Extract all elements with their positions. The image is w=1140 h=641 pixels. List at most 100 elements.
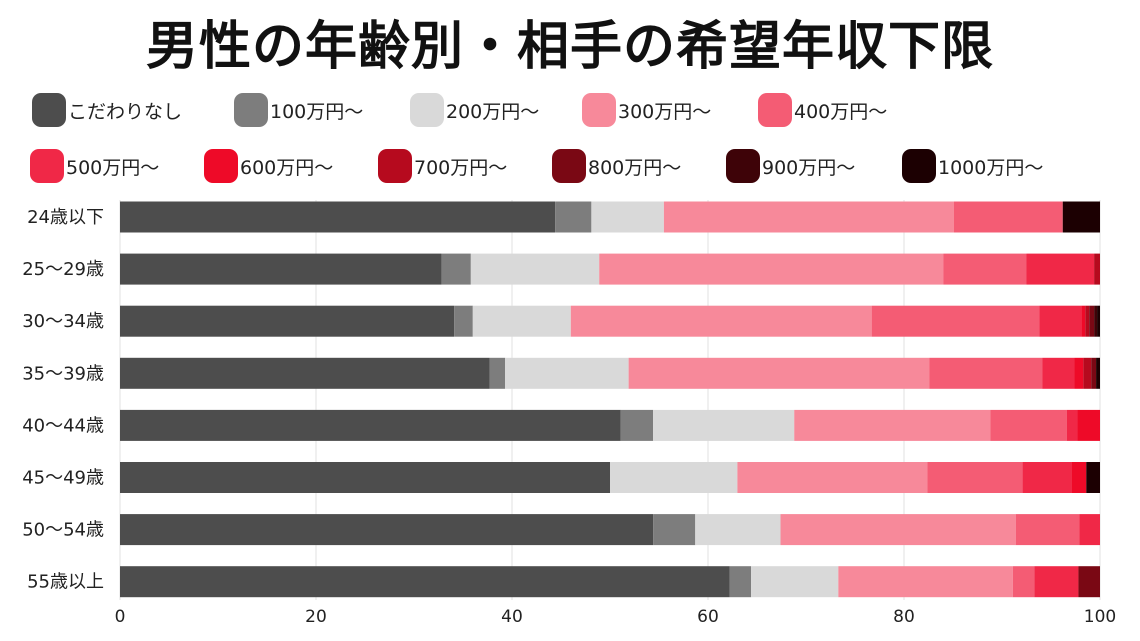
legend-label: 400万円〜 bbox=[794, 100, 888, 123]
bar-segment bbox=[871, 305, 1040, 337]
bar-segment bbox=[838, 566, 1013, 598]
legend-swatch bbox=[30, 149, 64, 183]
bar-segment bbox=[1079, 514, 1100, 546]
legend-label: 800万円〜 bbox=[588, 156, 682, 179]
category-label: 40〜44歳 bbox=[22, 415, 104, 436]
bar-segment bbox=[441, 253, 471, 285]
bar-segment bbox=[1086, 462, 1100, 493]
x-tick-label: 60 bbox=[697, 607, 719, 627]
bar-segment bbox=[454, 305, 473, 337]
bar-segment bbox=[120, 201, 556, 233]
category-label: 24歳以下 bbox=[27, 207, 104, 228]
legend-swatch bbox=[902, 149, 936, 183]
x-tick-label: 80 bbox=[893, 607, 915, 627]
legend-label: 100万円〜 bbox=[270, 100, 364, 123]
bar-segment bbox=[1015, 514, 1080, 546]
bar-segment bbox=[1094, 253, 1100, 285]
bar-segment bbox=[1094, 305, 1098, 337]
bar-segment bbox=[1071, 462, 1087, 493]
bar-segment bbox=[120, 514, 654, 546]
bar-segment bbox=[120, 253, 442, 285]
legend-item: 100万円〜 bbox=[234, 92, 363, 128]
bar-segment bbox=[1026, 253, 1095, 285]
legend-swatch bbox=[410, 93, 444, 127]
bar-segment bbox=[653, 514, 696, 546]
bar-segment bbox=[120, 409, 621, 441]
bar-segment bbox=[489, 357, 506, 389]
legend-item: 700万円〜 bbox=[378, 148, 507, 184]
x-tick-label: 0 bbox=[115, 607, 126, 627]
bar-segment bbox=[1081, 305, 1086, 337]
legend-swatch bbox=[378, 149, 412, 183]
category-label: 35〜39歳 bbox=[22, 363, 104, 384]
legend-swatch bbox=[204, 149, 238, 183]
x-tick-label: 100 bbox=[1084, 607, 1116, 627]
bar-segment bbox=[1085, 305, 1090, 337]
x-tick-label: 20 bbox=[305, 607, 327, 627]
legend-swatch bbox=[726, 149, 760, 183]
legend-swatch bbox=[32, 93, 66, 127]
bar-segment bbox=[1022, 462, 1072, 493]
bar-segment bbox=[929, 357, 1043, 389]
legend-item: 1000万円〜 bbox=[902, 148, 1043, 184]
bar-segment bbox=[990, 409, 1067, 441]
bar-segment bbox=[470, 253, 600, 285]
bar-segment bbox=[1062, 201, 1100, 233]
bar-segment bbox=[610, 462, 738, 493]
legend-item: 500万円〜 bbox=[30, 148, 159, 184]
bar-segment bbox=[1078, 566, 1100, 598]
bar-segment bbox=[1083, 357, 1092, 389]
bar-segment bbox=[751, 566, 839, 598]
legend-item: 400万円〜 bbox=[758, 92, 887, 128]
bar-segment bbox=[1034, 566, 1079, 598]
bar-segment bbox=[794, 409, 991, 441]
legend-label: 900万円〜 bbox=[762, 156, 856, 179]
bar-segment bbox=[120, 357, 490, 389]
category-label: 55歳以上 bbox=[27, 572, 104, 593]
bar-segment bbox=[1066, 409, 1078, 441]
category-label: 50〜54歳 bbox=[22, 520, 104, 541]
legend-item: こだわりなし bbox=[32, 92, 182, 128]
chart-title: 男性の年齢別・相手の希望年収下限 bbox=[145, 17, 994, 77]
bar-segment bbox=[737, 462, 928, 493]
legend-label: 300万円〜 bbox=[618, 100, 712, 123]
bar-segment bbox=[120, 462, 610, 493]
bar-segment bbox=[729, 566, 752, 598]
legend-label: こだわりなし bbox=[68, 100, 183, 123]
bar-segment bbox=[570, 305, 872, 337]
bar-segment bbox=[555, 201, 592, 233]
legend-item: 800万円〜 bbox=[552, 148, 681, 184]
bar-segment bbox=[1091, 357, 1097, 389]
legend-item: 600万円〜 bbox=[204, 148, 333, 184]
legend-item: 200万円〜 bbox=[410, 92, 539, 128]
legend-swatch bbox=[582, 93, 616, 127]
bar-segment bbox=[780, 514, 1016, 546]
legend-swatch bbox=[552, 149, 586, 183]
bar-segment bbox=[1089, 305, 1095, 337]
bar-segment bbox=[1097, 305, 1100, 337]
bar-segment bbox=[1077, 409, 1100, 441]
bar-segment bbox=[505, 357, 629, 389]
bar-segment bbox=[695, 514, 781, 546]
x-tick-label: 40 bbox=[501, 607, 523, 627]
bar-segment bbox=[653, 409, 795, 441]
bar-segment bbox=[620, 409, 654, 441]
bar-segment bbox=[1096, 357, 1100, 389]
legend-label: 200万円〜 bbox=[446, 100, 540, 123]
bar-segment bbox=[1012, 566, 1035, 598]
bar-segment bbox=[663, 201, 954, 233]
category-label: 25〜29歳 bbox=[22, 259, 104, 280]
bar-segment bbox=[943, 253, 1027, 285]
category-label: 45〜49歳 bbox=[22, 468, 104, 489]
legend-item: 300万円〜 bbox=[582, 92, 711, 128]
bar-segment bbox=[953, 201, 1063, 233]
legend-label: 500万円〜 bbox=[66, 156, 160, 179]
bar-segment bbox=[120, 305, 455, 337]
legend-label: 700万円〜 bbox=[414, 156, 508, 179]
bar-segment bbox=[591, 201, 664, 233]
bar-segment bbox=[599, 253, 944, 285]
bar-segment bbox=[1074, 357, 1084, 389]
bar-segment bbox=[472, 305, 571, 337]
bar-segment bbox=[1039, 305, 1082, 337]
